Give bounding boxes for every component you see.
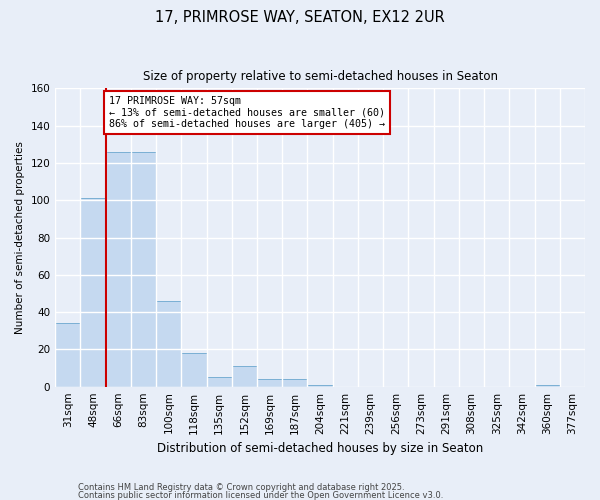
Title: Size of property relative to semi-detached houses in Seaton: Size of property relative to semi-detach… <box>143 70 497 83</box>
Bar <box>106 152 131 386</box>
Text: Contains HM Land Registry data © Crown copyright and database right 2025.: Contains HM Land Registry data © Crown c… <box>78 484 404 492</box>
Bar <box>55 324 80 386</box>
Bar <box>181 353 206 386</box>
X-axis label: Distribution of semi-detached houses by size in Seaton: Distribution of semi-detached houses by … <box>157 442 483 455</box>
Text: 17, PRIMROSE WAY, SEATON, EX12 2UR: 17, PRIMROSE WAY, SEATON, EX12 2UR <box>155 10 445 25</box>
Text: Contains public sector information licensed under the Open Government Licence v3: Contains public sector information licen… <box>78 490 443 500</box>
Bar <box>282 379 307 386</box>
Text: 17 PRIMROSE WAY: 57sqm
← 13% of semi-detached houses are smaller (60)
86% of sem: 17 PRIMROSE WAY: 57sqm ← 13% of semi-det… <box>109 96 385 129</box>
Bar <box>535 385 560 386</box>
Y-axis label: Number of semi-detached properties: Number of semi-detached properties <box>15 141 25 334</box>
Bar <box>206 378 232 386</box>
Bar <box>131 152 156 386</box>
Bar <box>232 366 257 386</box>
Bar <box>307 385 332 386</box>
Bar <box>80 198 106 386</box>
Bar <box>156 301 181 386</box>
Bar <box>257 379 282 386</box>
